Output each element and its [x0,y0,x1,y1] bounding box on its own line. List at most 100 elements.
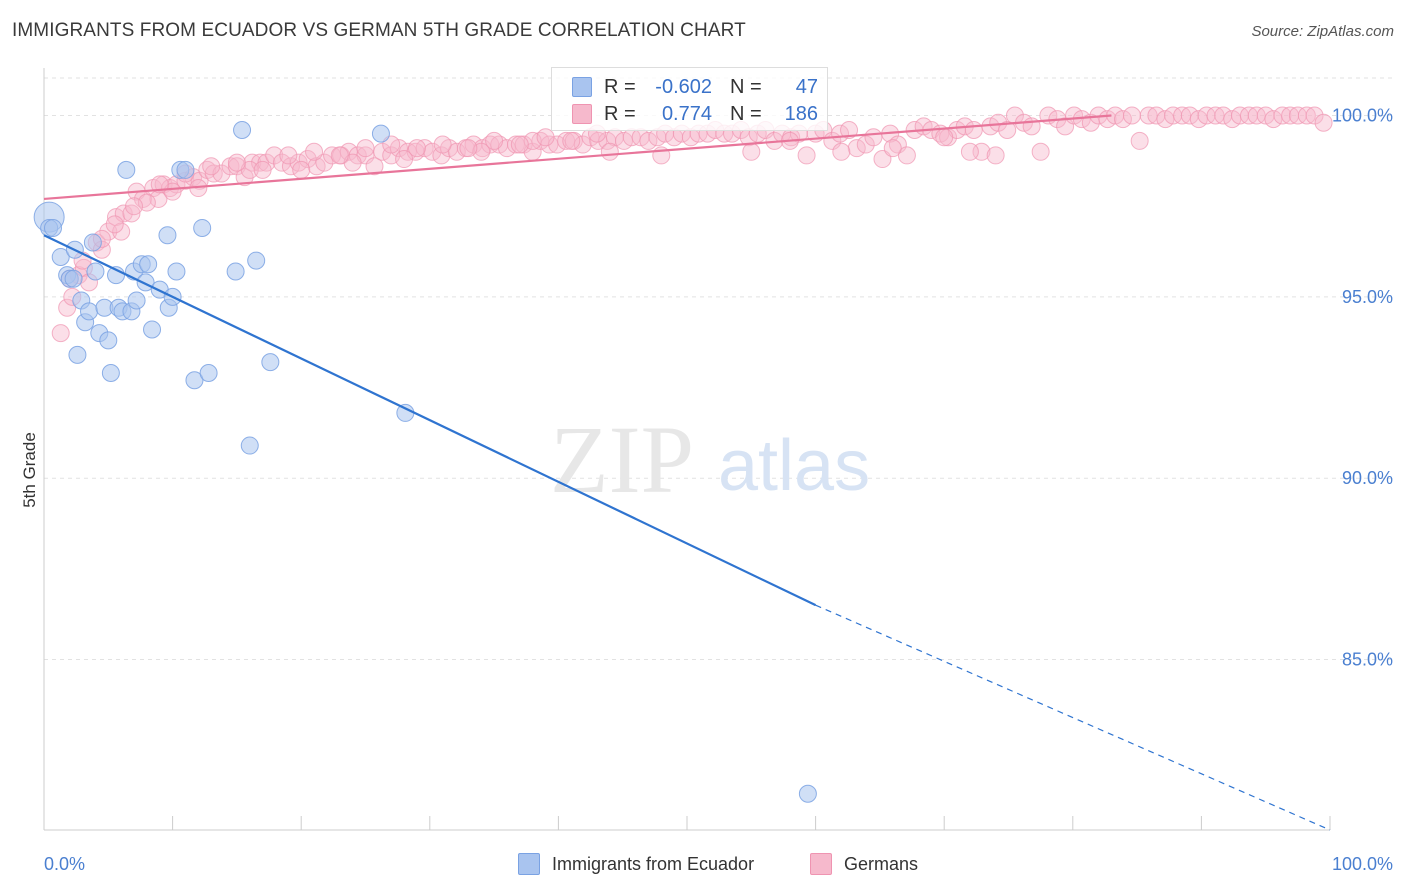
germans-point [459,139,478,158]
germans-point [485,131,504,150]
legend-r-label: R = [604,75,636,98]
germans-point [407,139,426,158]
ecuador-point [176,160,195,179]
germans-point [251,153,270,172]
chart-title: IMMIGRANTS FROM ECUADOR VS GERMAN 5TH GR… [12,20,746,41]
legend-swatch-blue [572,77,592,97]
ecuador-point [127,291,146,310]
germans-point [330,146,349,165]
germans-point [202,157,221,176]
germans-trend-line [43,114,1112,201]
ecuador-points [33,121,817,803]
legend-n-label: N = [730,75,762,98]
legend-row-germans: R = 0.774 N = 186 [572,102,818,126]
ecuador-point [86,262,105,281]
ecuador-point [798,784,817,803]
germans-point [292,160,311,179]
bottom-legend-swatch-pink [810,853,832,875]
ecuador-point [371,124,390,143]
germans-point [122,204,141,223]
legend-n-value: 47 [795,75,818,98]
germans-point [1297,106,1316,125]
germans-point [1314,113,1333,132]
germans-point [847,139,866,158]
x-tick-label-min: 0.0% [44,854,85,874]
germans-point [536,128,555,147]
legend-n-value: 186 [784,102,818,125]
germans-point [573,135,592,154]
germans-point [112,222,131,241]
germans-point [365,157,384,176]
germans-point [742,142,761,161]
germans-point [864,128,883,147]
germans-point [883,139,902,158]
legend-r-value: 0.774 [661,102,712,125]
legend-r-value: -0.602 [655,75,712,98]
ecuador-point [51,247,70,266]
trend-lines [43,114,1331,831]
ecuador-point [44,218,63,237]
ecuador-point [167,262,186,281]
ecuador-point [64,269,83,288]
germans-point [562,131,581,150]
x-tick-label-max: 100.0% [1332,854,1393,874]
ecuador-point [233,121,252,140]
germans-point [99,222,118,241]
germans-point [305,142,324,161]
germans-point [212,164,231,183]
watermark: ZIP atlas [550,406,870,513]
germans-point [510,135,529,154]
ecuador-point [226,262,245,281]
bottom-legend-germans: Germans [810,852,918,876]
germans-points [51,106,1333,343]
germans-point [840,121,859,140]
germans-point [204,164,223,183]
ecuador-point [193,218,212,237]
germans-point [356,139,375,158]
ecuador-point [101,364,120,383]
ecuador-trend-line [43,234,817,607]
germans-point [1031,142,1050,161]
germans-point [986,146,1005,165]
germans-point [998,121,1017,140]
germans-point [279,146,298,165]
ecuador-point [158,226,177,245]
ecuador-trend-extension [815,604,1331,831]
ecuador-point [247,251,266,270]
ecuador-point [139,255,158,274]
germans-point [227,153,246,172]
tick-labels: 85.0% 90.0% 95.0% 100.0% 0.0% 100.0% [44,106,1393,874]
stats-legend: R = -0.602 N = 47 R = 0.774 N = 186 [551,67,828,131]
germans-point [1113,110,1132,129]
ecuador-point [261,353,280,372]
ecuador-point [185,371,204,390]
ecuador-point [117,160,136,179]
germans-point [897,146,916,165]
germans-point [639,131,658,150]
germans-point [105,215,124,234]
watermark-zip: ZIP [550,406,694,513]
germans-point [1122,106,1141,125]
ecuador-point [240,436,259,455]
legend-r-label: R = [604,102,636,125]
bottom-legend-label-germans: Germans [844,853,919,874]
ecuador-point [99,331,118,350]
germans-point [960,142,979,161]
germans-point [1130,131,1149,150]
germans-point [253,160,272,179]
legend-n-label: N = [730,102,762,125]
germans-point [832,142,851,161]
germans-point [447,142,466,161]
y-tick-label: 85.0% [1342,650,1393,670]
germans-point [935,128,954,147]
germans-point [289,153,308,172]
germans-point [1273,106,1292,125]
germans-point [243,153,262,172]
bottom-legend-ecuador: Immigrants from Ecuador [518,852,754,876]
germans-point [433,135,452,154]
germans-point [125,197,144,216]
legend-swatch-pink [572,104,592,124]
germans-point [856,135,875,154]
germans-point [600,142,619,161]
axes [43,68,1331,831]
